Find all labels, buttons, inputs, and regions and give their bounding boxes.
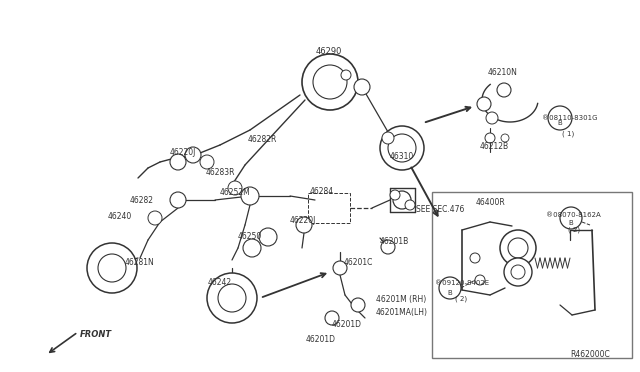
Circle shape — [170, 154, 186, 170]
Circle shape — [405, 200, 415, 210]
Text: 46284: 46284 — [310, 187, 334, 196]
Circle shape — [485, 133, 495, 143]
Text: FRONT: FRONT — [80, 330, 112, 339]
Text: 46242: 46242 — [208, 278, 232, 287]
Text: 46220J: 46220J — [290, 216, 316, 225]
Circle shape — [511, 265, 525, 279]
Circle shape — [207, 273, 257, 323]
Text: 46252M: 46252M — [220, 188, 251, 197]
Circle shape — [325, 311, 339, 325]
Text: SEE SEC.476: SEE SEC.476 — [416, 205, 465, 214]
Circle shape — [470, 253, 480, 263]
Text: 46400R: 46400R — [476, 198, 506, 207]
Text: ( 2): ( 2) — [568, 226, 580, 232]
Circle shape — [351, 298, 365, 312]
Text: 46201D: 46201D — [306, 335, 336, 344]
Circle shape — [228, 181, 242, 195]
Circle shape — [333, 261, 347, 275]
Circle shape — [501, 134, 509, 142]
Text: ®09120-8402E: ®09120-8402E — [435, 280, 489, 286]
Circle shape — [382, 132, 394, 144]
Circle shape — [475, 275, 485, 285]
Circle shape — [148, 211, 162, 225]
Circle shape — [296, 217, 312, 233]
Text: 46282R: 46282R — [248, 135, 277, 144]
Text: 46201B: 46201B — [380, 237, 409, 246]
Circle shape — [218, 284, 246, 312]
Circle shape — [185, 147, 201, 163]
Circle shape — [560, 207, 582, 229]
Text: 46201MA(LH): 46201MA(LH) — [376, 308, 428, 317]
Circle shape — [241, 187, 259, 205]
Circle shape — [313, 65, 347, 99]
Circle shape — [477, 97, 491, 111]
Text: 46250: 46250 — [238, 232, 262, 241]
Circle shape — [497, 83, 511, 97]
Circle shape — [393, 191, 411, 209]
Text: 46281N: 46281N — [125, 258, 155, 267]
Text: 46282: 46282 — [130, 196, 154, 205]
Text: B: B — [557, 120, 563, 126]
Text: 46310: 46310 — [390, 152, 414, 161]
Text: ( 2): ( 2) — [455, 295, 467, 301]
Text: ( 1): ( 1) — [562, 130, 574, 137]
Circle shape — [302, 54, 358, 110]
Text: 46283R: 46283R — [206, 168, 236, 177]
Text: 46210N: 46210N — [488, 68, 518, 77]
Text: 46201C: 46201C — [344, 258, 373, 267]
Text: R462000C: R462000C — [570, 350, 610, 359]
Circle shape — [381, 240, 395, 254]
Circle shape — [243, 239, 261, 257]
Circle shape — [341, 70, 351, 80]
Bar — [308, 193, 350, 223]
Circle shape — [390, 190, 400, 200]
Text: 46201D: 46201D — [332, 320, 362, 329]
Circle shape — [548, 106, 572, 130]
Text: 46220J: 46220J — [170, 148, 196, 157]
Text: B: B — [447, 290, 452, 296]
Circle shape — [380, 126, 424, 170]
Text: 46240: 46240 — [108, 212, 132, 221]
Text: ®08070-8162A: ®08070-8162A — [546, 212, 601, 218]
Text: B: B — [568, 220, 573, 226]
Circle shape — [500, 230, 536, 266]
Circle shape — [87, 243, 137, 293]
Circle shape — [439, 277, 461, 299]
Circle shape — [98, 254, 126, 282]
Circle shape — [508, 238, 528, 258]
Circle shape — [354, 79, 370, 95]
Text: 46201M (RH): 46201M (RH) — [376, 295, 426, 304]
Text: 46212B: 46212B — [480, 142, 509, 151]
Circle shape — [504, 258, 532, 286]
Circle shape — [486, 112, 498, 124]
Circle shape — [388, 134, 416, 162]
Text: ®08110-8301G: ®08110-8301G — [542, 115, 598, 121]
Bar — [432, 192, 632, 358]
Circle shape — [259, 228, 277, 246]
Circle shape — [200, 155, 214, 169]
Text: 46290: 46290 — [316, 47, 342, 56]
Circle shape — [170, 192, 186, 208]
